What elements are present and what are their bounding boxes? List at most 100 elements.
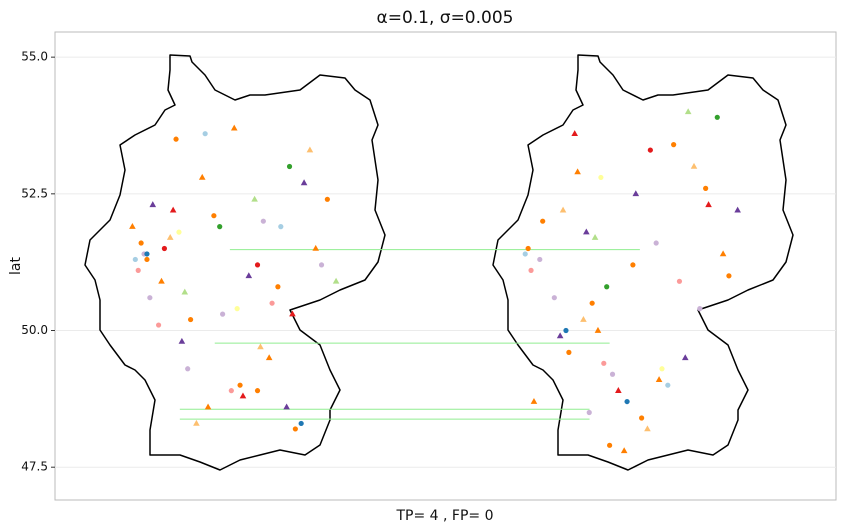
point-circle: [278, 224, 284, 230]
point-circle: [176, 229, 182, 235]
point-triangle: [530, 397, 538, 404]
point-circle: [144, 251, 150, 257]
point-circle: [624, 398, 630, 405]
point-circle: [589, 300, 595, 306]
point-circle: [144, 256, 150, 263]
point-triangle: [300, 179, 308, 186]
point-triangle: [632, 190, 640, 197]
point-circle: [676, 278, 683, 284]
point-triangle: [245, 272, 253, 279]
point-circle: [220, 311, 226, 317]
point-triangle: [239, 392, 247, 399]
point-circle: [228, 388, 234, 394]
y-tick-label: 55.0: [21, 50, 48, 64]
point-circle: [551, 295, 557, 301]
point-triangle: [332, 277, 340, 284]
point-circle: [275, 284, 281, 290]
point-circle: [269, 300, 275, 306]
point-circle: [318, 262, 325, 268]
point-circle: [665, 382, 671, 388]
point-circle: [525, 245, 531, 252]
point-circle: [187, 316, 194, 323]
point-circle: [609, 371, 616, 377]
point-circle: [601, 360, 607, 366]
point-triangle: [129, 223, 136, 229]
point-triangle: [265, 354, 273, 361]
point-triangle: [620, 447, 628, 454]
point-triangle: [574, 168, 581, 175]
panel: [54, 31, 837, 501]
point-circle: [697, 306, 703, 312]
point-circle: [202, 131, 208, 137]
point-circle: [586, 409, 592, 416]
point-triangle: [289, 310, 296, 317]
point-triangle: [644, 425, 651, 432]
point-triangle: [181, 288, 189, 295]
point-circle: [528, 267, 534, 273]
point-circle: [237, 382, 243, 388]
point-triangle: [655, 376, 663, 383]
x-axis-label: TP= 4 , FP= 0: [395, 508, 493, 524]
point-circle: [132, 256, 138, 263]
grid: [55, 56, 836, 468]
point-circle: [653, 240, 659, 246]
point-circle: [598, 174, 604, 181]
point-circle: [234, 306, 240, 312]
point-triangle: [166, 233, 174, 240]
point-circle: [298, 420, 304, 427]
point-circle: [185, 366, 191, 372]
point-circle: [659, 366, 665, 372]
point-triangle: [559, 206, 567, 213]
y-axis-label: lat: [8, 257, 24, 275]
point-circle: [647, 147, 653, 153]
point-circle: [286, 163, 293, 170]
point-circle: [607, 442, 613, 448]
point-circle: [211, 213, 217, 219]
point-triangle: [734, 206, 741, 213]
point-triangle: [684, 108, 692, 115]
point-circle: [630, 262, 636, 268]
point-triangle: [198, 173, 206, 180]
point-circle: [324, 196, 330, 202]
point-circle: [671, 142, 677, 148]
point-circle: [714, 114, 720, 120]
point-triangle: [615, 387, 622, 393]
chart-title: α=0.1, σ=0.005: [377, 8, 514, 28]
y-tick-label: 50.0: [21, 323, 48, 337]
point-circle: [135, 267, 141, 273]
point-triangle: [591, 233, 599, 240]
point-triangle: [193, 419, 200, 426]
y-tick-label: 52.5: [21, 186, 48, 200]
point-triangle: [283, 403, 290, 410]
point-circle: [639, 415, 645, 421]
point-circle: [217, 224, 223, 230]
point-circle: [155, 322, 162, 328]
point-circle: [522, 251, 528, 257]
point-triangle: [230, 124, 238, 131]
point-circle: [726, 273, 732, 279]
point-triangle: [149, 201, 157, 208]
point-circle: [161, 245, 168, 252]
point-triangle: [312, 244, 320, 251]
point-circle: [147, 295, 153, 301]
point-triangle: [580, 315, 587, 322]
point-circle: [292, 426, 298, 432]
point-circle: [254, 388, 261, 394]
point-triangle: [169, 206, 177, 213]
point-triangle: [681, 354, 689, 361]
point-triangle: [690, 162, 698, 169]
point-circle: [138, 240, 144, 246]
y-tick-label: 47.5: [21, 460, 48, 474]
point-circle: [260, 218, 266, 224]
point-circle: [566, 349, 572, 355]
point-triangle: [251, 195, 258, 202]
point-triangle: [594, 326, 602, 333]
point-circle: [540, 218, 546, 224]
point-circle: [563, 327, 569, 334]
point-triangle: [571, 130, 578, 136]
point-triangle: [556, 332, 564, 339]
point-circle: [703, 185, 709, 191]
point-triangle: [158, 277, 165, 284]
point-circle: [254, 262, 261, 268]
